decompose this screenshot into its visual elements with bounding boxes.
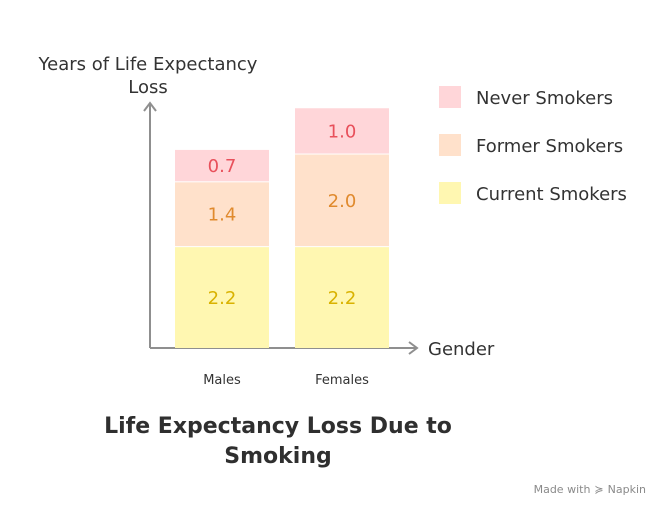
legend-label: Former Smokers [476,136,623,157]
brand-name: Napkin [607,483,646,496]
made-with-text: Made with [533,483,591,496]
chart-title-line: Life Expectancy Loss Due to [104,414,452,439]
y-axis-label-line: Years of Life Expectancy [38,54,258,75]
data-label: 2.0 [328,191,357,212]
bar-segment [295,247,389,348]
x-axis-arrow-icon [408,341,419,355]
bar-segment [175,247,269,348]
legend-swatch [439,182,461,204]
legend-label: Never Smokers [476,88,613,109]
data-label: 1.0 [328,121,357,142]
bar-segment [175,149,269,182]
bars: 2.2 1.4 0.7 2.2 2.0 1.0 [175,108,389,348]
data-label: 1.4 [208,205,237,226]
data-label: 2.2 [328,288,357,309]
y-axis-arrow-icon [143,101,157,112]
bar-segment [295,108,389,154]
x-tick-label: Males [203,373,241,388]
bar-segment [175,182,269,247]
bar-segment [295,154,389,247]
x-tick-label: Females [315,373,369,388]
x-tick-labels: Males Females [203,373,369,388]
legend-swatch [439,86,461,108]
footer: Made with ≽ Napkin [534,483,646,496]
data-label: 2.2 [208,288,237,309]
y-axis-label-line: Loss [128,77,167,98]
chart-title: Life Expectancy Loss Due to Smoking [104,414,452,469]
x-axis-label: Gender [428,339,495,360]
legend-swatch [439,134,461,156]
napkin-logo-icon: ≽ [594,483,604,496]
chart-title-line: Smoking [224,444,331,469]
data-label: 0.7 [208,156,237,177]
legend: Never Smokers Former Smokers Current Smoke… [439,86,627,205]
legend-label: Current Smokers [476,184,627,205]
